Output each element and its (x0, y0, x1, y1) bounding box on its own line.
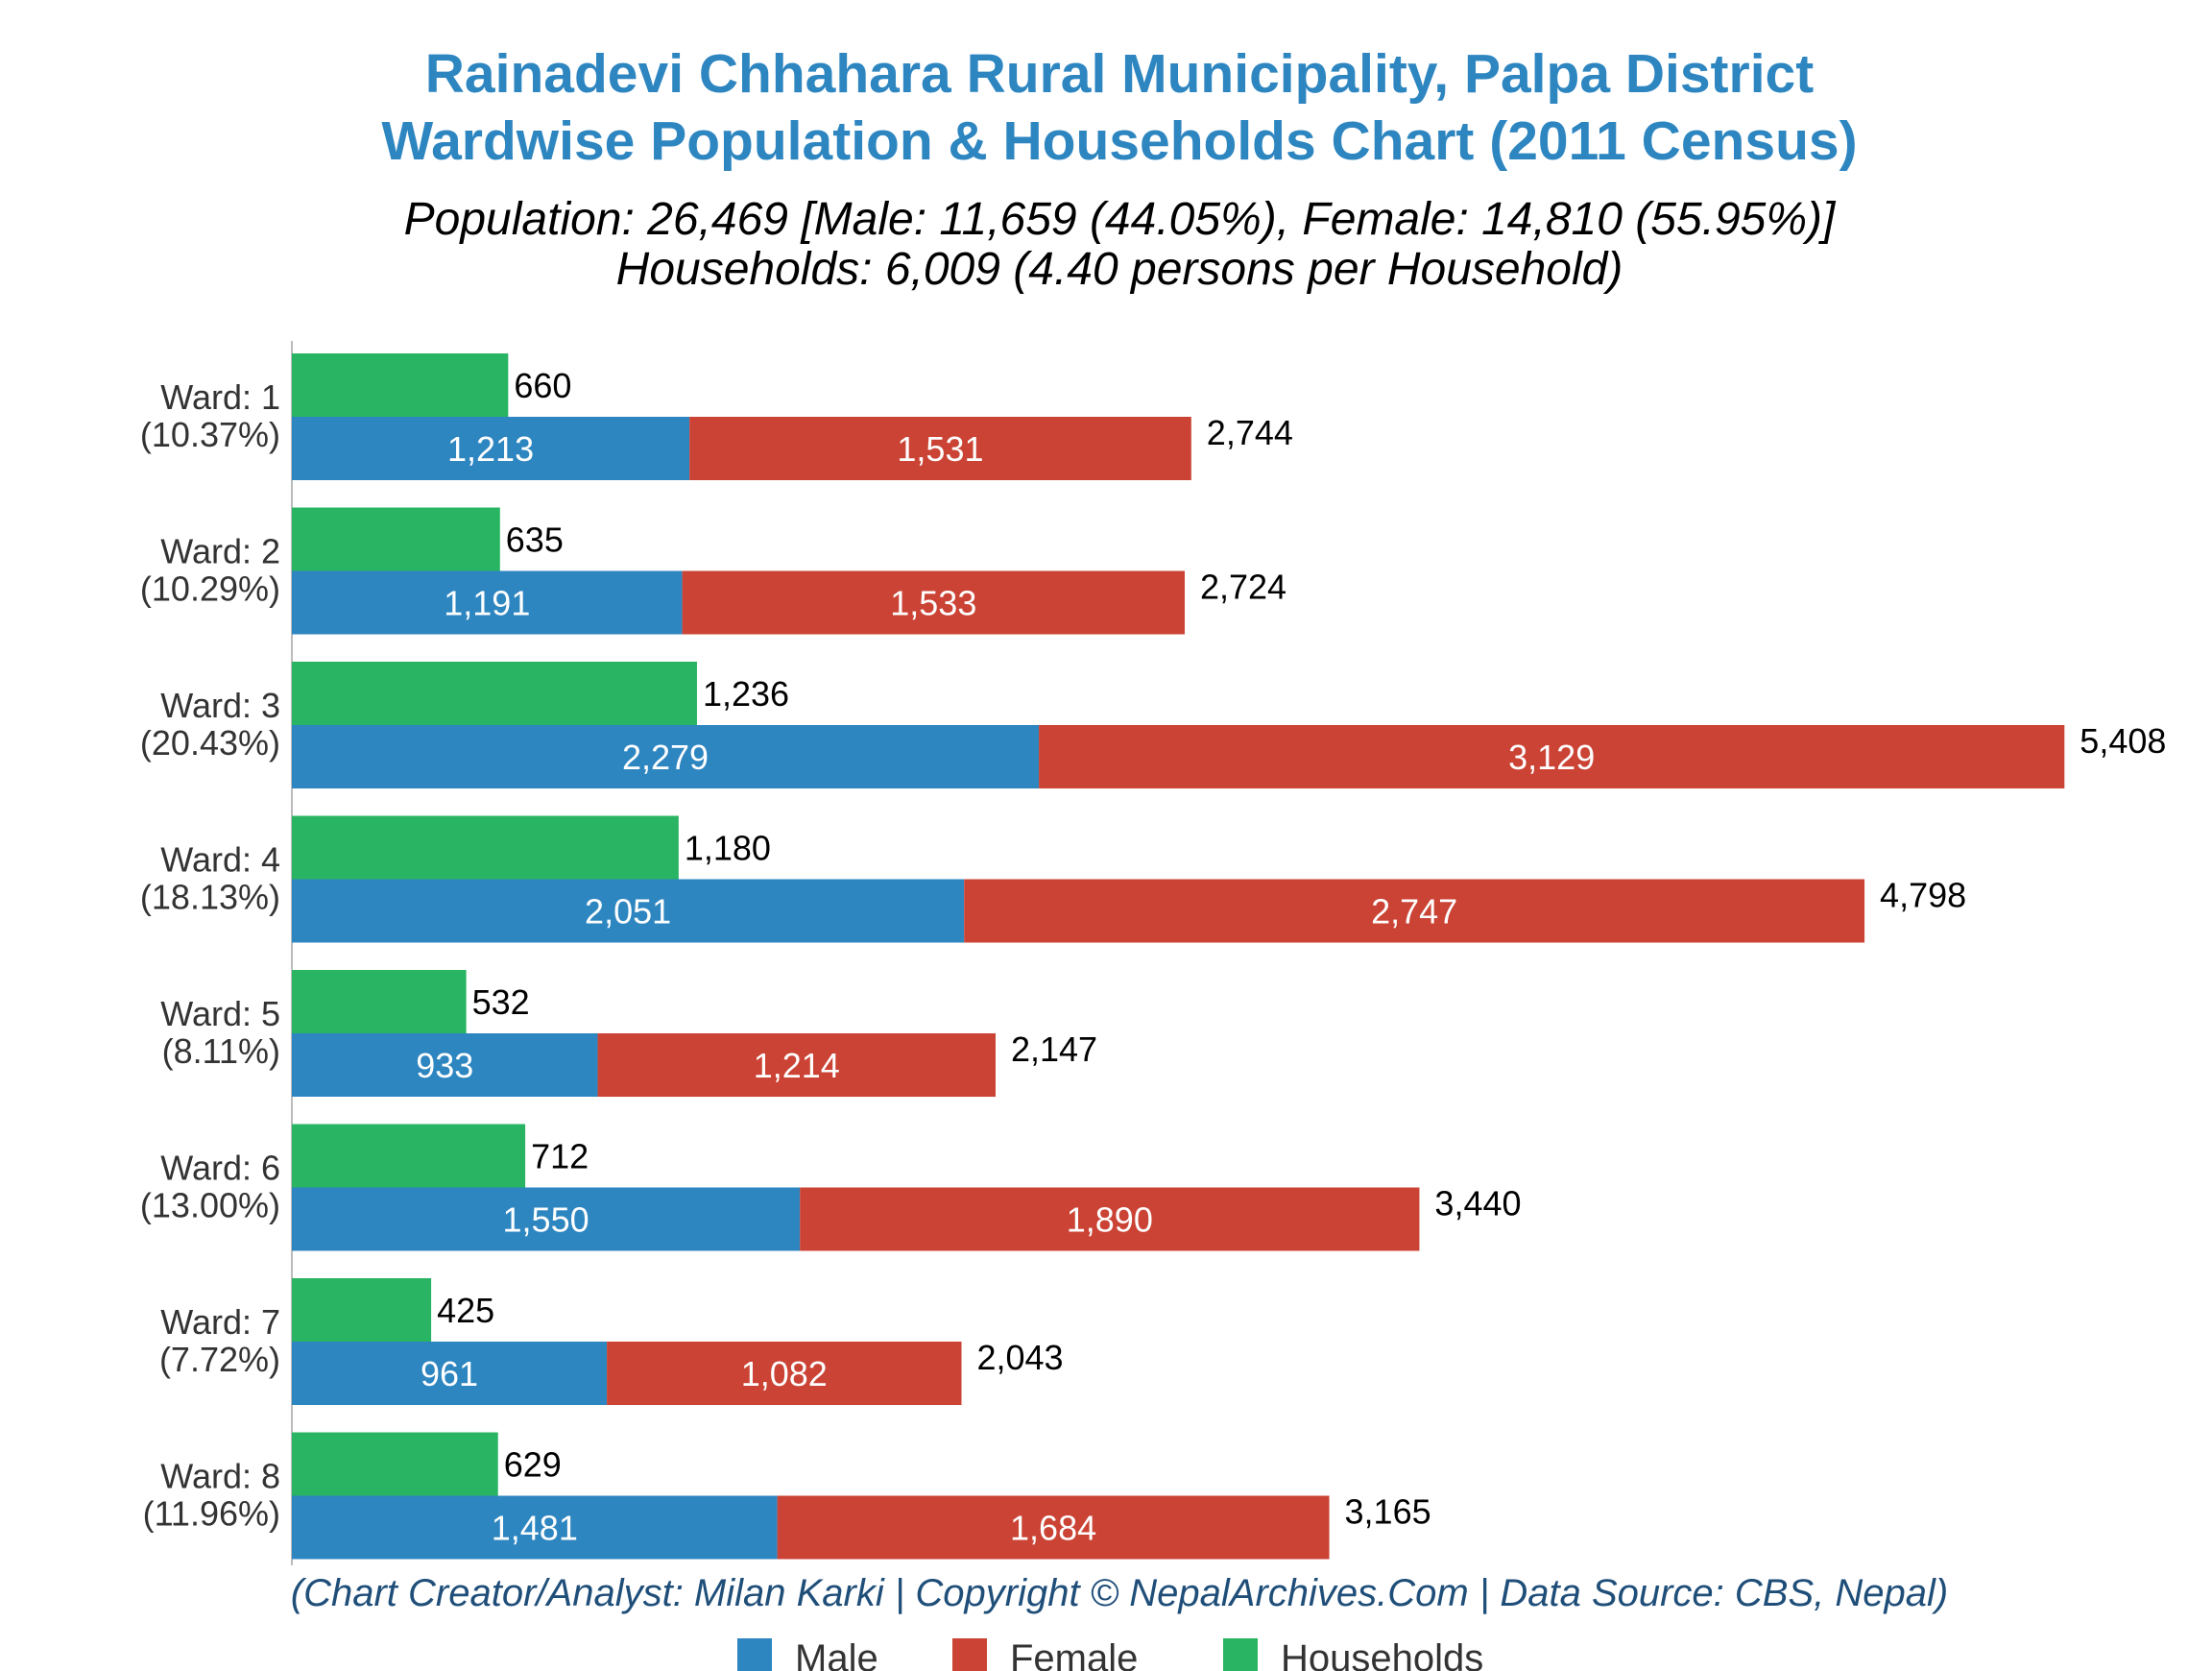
chart-credit: (Chart Creator/Analyst: Milan Karki | Co… (291, 1572, 1948, 1614)
households-bar (292, 507, 500, 571)
male-value-label: 2,279 (622, 738, 709, 777)
plot-area: 660 1,213 1,531 2,744 Ward: 1(10.37%) 635 1,19… (140, 353, 2166, 1560)
ward-label: Ward: 2 (160, 532, 280, 571)
total-value-label: 2,724 (1200, 568, 1286, 607)
legend-label-male: Male (795, 1637, 878, 1671)
households-value-label: 1,236 (703, 674, 789, 714)
legend-swatch-households (1223, 1638, 1258, 1671)
female-value-label: 1,890 (1067, 1200, 1153, 1240)
female-value-label: 1,531 (897, 429, 983, 469)
chart-title-line1: Rainadevi Chhahara Rural Municipality, P… (425, 43, 1815, 105)
total-value-label: 2,744 (1207, 413, 1293, 452)
ward-percent-label: (10.37%) (140, 415, 280, 454)
households-value-label: 635 (506, 521, 564, 560)
ward-label: Ward: 6 (160, 1149, 280, 1188)
legend: Male Female Households (737, 1637, 1483, 1671)
total-value-label: 2,147 (1011, 1029, 1097, 1069)
ward-label: Ward: 5 (160, 994, 280, 1033)
ward-label: Ward: 8 (160, 1457, 280, 1496)
households-value-label: 712 (531, 1137, 589, 1176)
male-bar (292, 1033, 598, 1097)
male-bar (292, 417, 690, 480)
total-value-label: 4,798 (1880, 876, 1966, 915)
households-bar (292, 662, 697, 725)
total-value-label: 2,043 (976, 1338, 1063, 1377)
male-value-label: 1,213 (447, 429, 534, 469)
female-bar (682, 570, 1185, 635)
female-value-label: 1,684 (1010, 1509, 1096, 1548)
ward-percent-label: (18.13%) (140, 878, 280, 917)
households-bar (292, 970, 467, 1033)
households-bar (292, 1278, 432, 1342)
ward-label: Ward: 3 (160, 686, 280, 725)
female-bar (777, 1495, 1330, 1560)
households-bar (292, 815, 679, 880)
male-bar (292, 1495, 778, 1560)
female-bar (607, 1342, 962, 1405)
households-bar (292, 353, 509, 417)
households-bar (292, 1124, 526, 1188)
ward-label: Ward: 4 (160, 840, 280, 880)
female-bar (800, 1187, 1420, 1251)
male-bar (292, 725, 1040, 788)
male-value-label: 961 (421, 1354, 478, 1393)
male-value-label: 1,550 (503, 1200, 589, 1240)
female-bar (597, 1033, 996, 1097)
ward-percent-label: (11.96%) (143, 1494, 280, 1534)
female-value-label: 1,082 (741, 1354, 828, 1393)
households-value-label: 660 (514, 366, 571, 405)
female-bar (689, 417, 1191, 480)
households-value-label: 425 (437, 1291, 494, 1330)
ward-percent-label: (13.00%) (140, 1186, 280, 1225)
ward-label: Ward: 1 (160, 377, 280, 417)
female-bar (964, 879, 1865, 943)
male-value-label: 933 (416, 1046, 473, 1085)
female-value-label: 3,129 (1508, 738, 1595, 777)
female-value-label: 1,214 (754, 1046, 840, 1085)
legend-label-female: Female (1010, 1637, 1138, 1671)
female-value-label: 1,533 (890, 584, 976, 623)
male-value-label: 1,191 (444, 584, 530, 623)
ward-percent-label: (8.11%) (162, 1031, 280, 1071)
chart-title-line2: Wardwise Population & Households Chart (… (381, 110, 1857, 172)
households-bar (292, 1432, 498, 1496)
legend-swatch-female (952, 1638, 987, 1671)
legend-swatch-male (737, 1638, 772, 1671)
households-value-label: 1,180 (685, 829, 771, 868)
ward-percent-label: (20.43%) (140, 723, 280, 763)
households-value-label: 532 (472, 982, 530, 1022)
male-value-label: 2,051 (585, 892, 671, 932)
female-bar (1039, 725, 2065, 788)
total-value-label: 3,440 (1434, 1184, 1521, 1223)
total-value-label: 3,165 (1345, 1492, 1431, 1532)
male-bar (292, 570, 683, 635)
male-value-label: 1,481 (492, 1509, 578, 1548)
male-bar (292, 1187, 801, 1251)
legend-label-households: Households (1281, 1637, 1483, 1671)
female-value-label: 2,747 (1371, 892, 1457, 932)
chart-subtitle-line2: Households: 6,009 (4.40 persons per Hous… (616, 244, 1623, 295)
households-value-label: 629 (504, 1445, 562, 1485)
total-value-label: 5,408 (2080, 721, 2166, 761)
ward-percent-label: (7.72%) (159, 1340, 280, 1379)
male-bar (292, 879, 965, 943)
male-bar (292, 1342, 608, 1405)
ward-percent-label: (10.29%) (140, 569, 280, 609)
ward-label: Ward: 7 (160, 1302, 280, 1342)
chart-subtitle-line1: Population: 26,469 [Male: 11,659 (44.05%… (404, 194, 1837, 245)
